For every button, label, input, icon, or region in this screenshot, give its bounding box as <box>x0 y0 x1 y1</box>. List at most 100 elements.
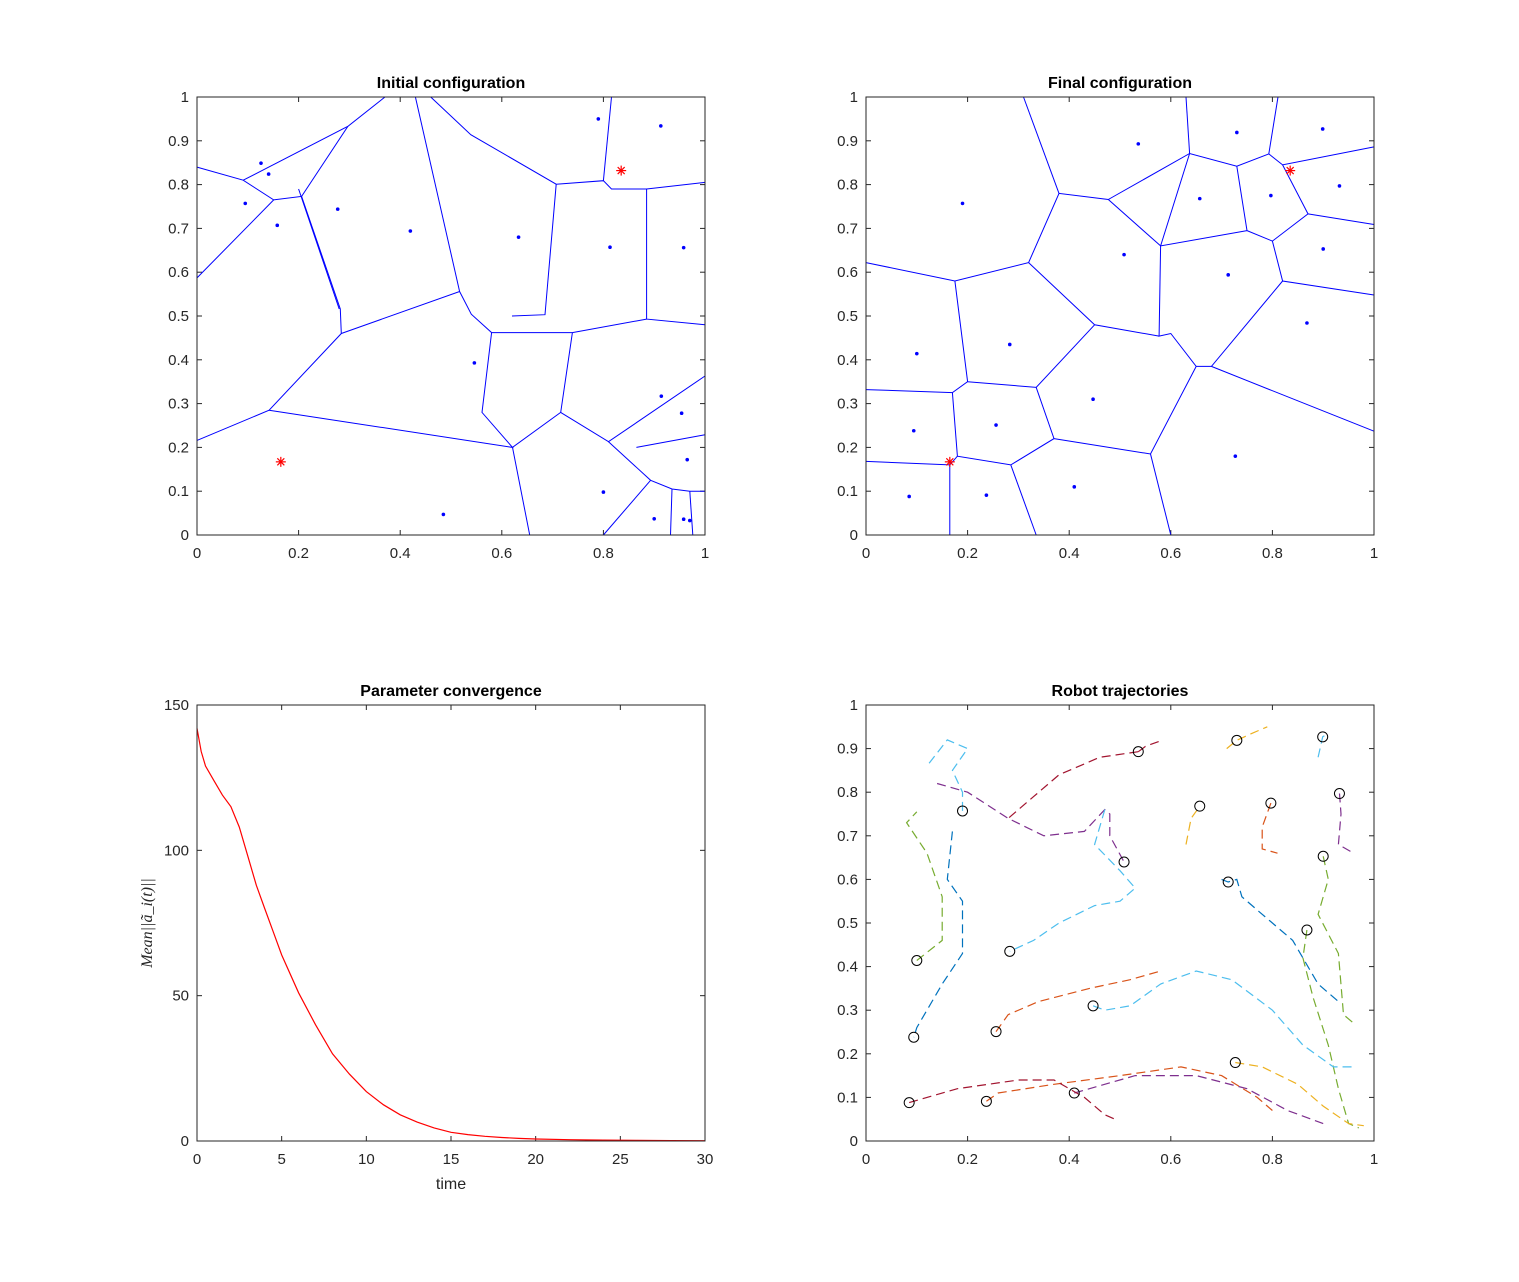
voronoi-edge <box>1150 453 1172 536</box>
robot-point <box>907 494 911 499</box>
voronoi-edge <box>1023 96 1060 194</box>
robot-point <box>596 117 601 121</box>
convergence-title: Parameter convergence <box>360 683 542 700</box>
voronoi-edge <box>196 166 342 441</box>
robot-point <box>608 245 612 250</box>
x-tick-label: 5 <box>277 1151 285 1168</box>
robot-final-circle <box>1317 850 1329 862</box>
robot-final-circle <box>908 1031 920 1043</box>
robot-point <box>685 457 690 462</box>
initial-config-title: Initial configuration <box>377 75 525 92</box>
y-tick-label: 0.6 <box>837 871 858 888</box>
robot-point <box>681 517 686 522</box>
final-config-title: Final configuration <box>1048 75 1192 92</box>
x-tick-label: 15 <box>443 1151 460 1168</box>
trajectory-line <box>1092 970 1354 1068</box>
x-tick-label: 0.6 <box>1160 545 1181 562</box>
trajectory-line <box>1221 878 1339 1002</box>
y-tick-label: 1 <box>850 697 858 714</box>
robot-final-circle <box>903 1097 915 1109</box>
voronoi-edge <box>603 479 651 536</box>
trajectory-line <box>1261 802 1278 854</box>
y-tick-label: 0.3 <box>837 1002 858 1019</box>
robot-point <box>687 518 692 523</box>
robot-point <box>1007 342 1012 347</box>
trajectory-line <box>986 1066 1273 1111</box>
y-tick-label: 0.2 <box>837 439 858 456</box>
x-tick-label: 0.2 <box>957 1151 978 1168</box>
y-tick-label: 0.8 <box>837 177 858 194</box>
y-tick-label: 0 <box>850 1133 858 1150</box>
y-tick-label: 0.2 <box>168 439 189 456</box>
y-tick-label: 0 <box>850 527 858 544</box>
trajectory-lines <box>905 726 1364 1129</box>
target-star-marker <box>1285 165 1296 176</box>
robot-final-circle <box>1333 788 1345 800</box>
robot-point <box>441 512 446 517</box>
y-tick-label: 0.4 <box>837 352 858 369</box>
x-tick-label: 0.8 <box>593 545 614 562</box>
x-tick-label: 30 <box>697 1151 714 1168</box>
x-tick-label: 0 <box>862 1151 870 1168</box>
y-tick-label: 0 <box>181 527 189 544</box>
robot-point <box>659 124 663 128</box>
robot-final-circle <box>1265 797 1277 809</box>
y-tick-label: 0.1 <box>837 1089 858 1106</box>
robot-point <box>681 245 686 250</box>
robot-final-circle <box>911 954 923 966</box>
robot-final-circle <box>1118 856 1130 868</box>
y-tick-label: 0.5 <box>168 308 189 325</box>
voronoi-edge <box>636 434 706 448</box>
robot-final-circle <box>1231 734 1243 746</box>
y-tick-label: 1 <box>181 89 189 106</box>
robot-point <box>472 361 477 365</box>
robot-point <box>275 223 280 228</box>
x-tick-label: 1 <box>701 545 709 562</box>
trajectory-line <box>913 831 964 1038</box>
trajectories-title: Robot trajectories <box>1052 683 1189 700</box>
robot-final-circle <box>980 1095 992 1107</box>
trajectory-line <box>1137 740 1161 753</box>
voronoi-edge <box>1185 96 1191 154</box>
robot-final-circle <box>1301 924 1313 936</box>
target-star-marker <box>944 456 955 467</box>
robot-point <box>911 428 916 433</box>
y-tick-label: 0.2 <box>837 1046 858 1063</box>
trajectory-line <box>1235 1061 1364 1127</box>
x-tick-label: 0.6 <box>1160 1151 1181 1168</box>
robot-point <box>1320 127 1325 131</box>
convergence-ylabel: Mean||ã_i(t)|| <box>139 878 156 969</box>
trajectories-axes-box <box>865 704 1375 1142</box>
robot-point <box>659 394 664 398</box>
trajectory-line <box>1074 1074 1324 1125</box>
voronoi-edge <box>1010 464 1037 536</box>
voronoi-edge <box>511 184 557 317</box>
y-tick-label: 0.3 <box>837 396 858 413</box>
robot-point <box>266 172 271 176</box>
trajectory-line <box>995 970 1161 1032</box>
voronoi-edge <box>602 96 612 181</box>
voronoi-edge <box>689 491 694 536</box>
robot-point <box>335 207 340 211</box>
x-tick-label: 25 <box>612 1151 629 1168</box>
convergence-line <box>196 728 706 1142</box>
x-tick-label: 1 <box>1370 1151 1378 1168</box>
y-tick-label: 0.6 <box>837 264 858 281</box>
target-star-marker <box>616 165 627 176</box>
voronoi-edge <box>865 280 969 394</box>
y-tick-label: 0.4 <box>168 352 189 369</box>
convergence-axes-box <box>196 704 706 1142</box>
convergence-xlabel: time <box>436 1176 466 1193</box>
robot-point <box>1269 193 1273 198</box>
voronoi-edge <box>196 199 275 279</box>
y-tick-label: 0 <box>181 1133 189 1150</box>
subplot-robot-trajectories: Robot trajectories 0 0.2 0.4 0.6 0.8 1 0 0.1 0.2… <box>837 683 1378 1168</box>
x-tick-label: 0.2 <box>957 545 978 562</box>
x-tick-label: 1 <box>1370 545 1378 562</box>
y-tick-label: 0.1 <box>168 483 189 500</box>
y-tick-label: 0.3 <box>168 396 189 413</box>
y-tick-label: 0.5 <box>837 915 858 932</box>
robot-final-circle <box>1087 1000 1099 1012</box>
x-tick-label: 0.4 <box>390 545 411 562</box>
subplot-parameter-convergence: Parameter convergence 0 5 10 15 20 25 30 0 50 100… <box>139 683 713 1193</box>
